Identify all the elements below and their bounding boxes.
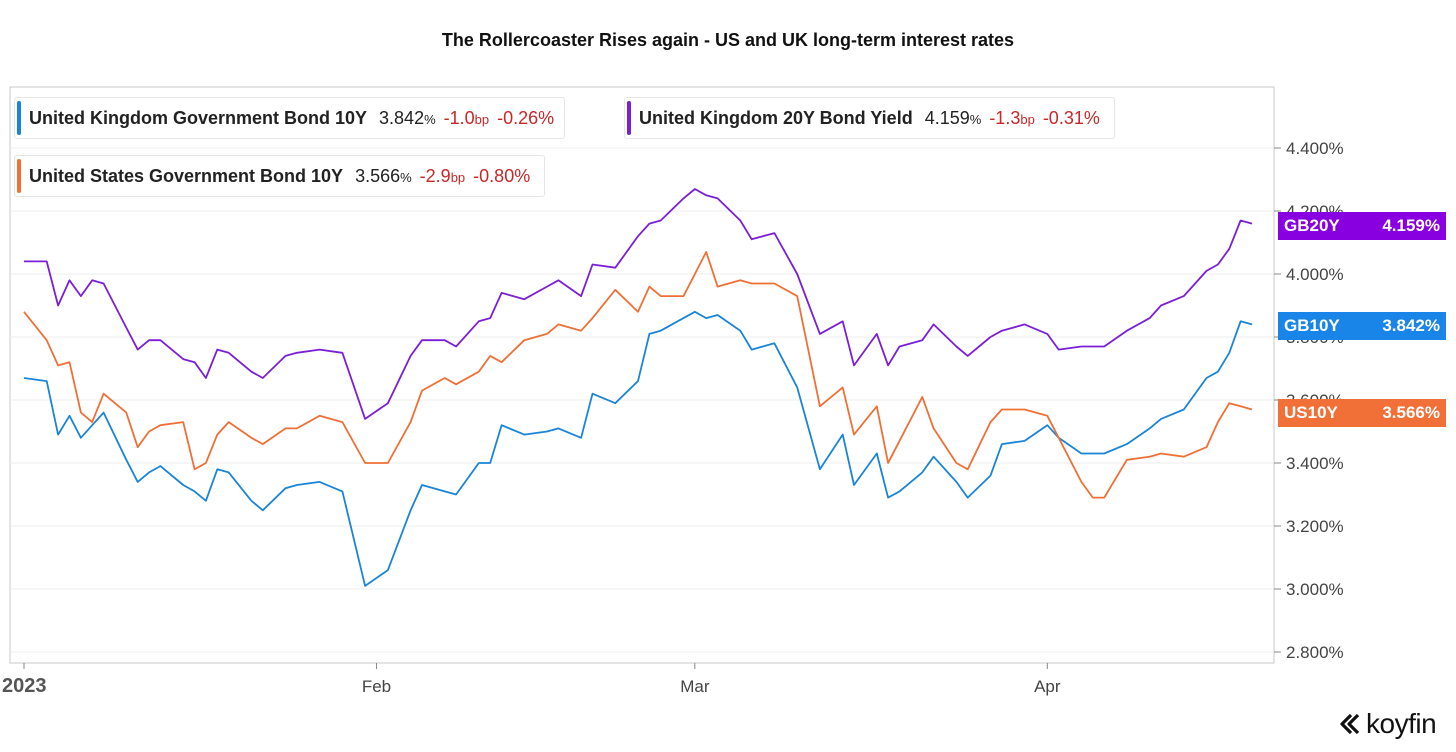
x-tick-label: 2023 bbox=[2, 675, 47, 697]
legend-name: United States Government Bond 10Y bbox=[29, 165, 344, 186]
legend-change: -2.9 bbox=[419, 165, 451, 186]
legend-pct-change: -0.26% bbox=[497, 107, 555, 128]
legend-change-unit: bp bbox=[450, 169, 466, 185]
legend-pct-change: -0.80% bbox=[473, 165, 531, 186]
tag-value: 3.566% bbox=[1382, 403, 1440, 422]
chart-title: The Rollercoaster Rises again - US and U… bbox=[441, 30, 1015, 50]
x-tick-label: Feb bbox=[362, 677, 391, 696]
y-tick-label: 3.400% bbox=[1286, 454, 1344, 473]
legend-color-swatch bbox=[17, 101, 21, 135]
series-lines bbox=[23, 188, 1253, 587]
legend-unit: % bbox=[424, 111, 436, 127]
y-tick-label: 3.000% bbox=[1286, 580, 1344, 599]
brand-name: koyfin bbox=[1366, 708, 1437, 739]
legend-pct-change: -0.31% bbox=[1042, 107, 1100, 128]
y-tick-label: 4.400% bbox=[1286, 139, 1344, 158]
legend-unit: % bbox=[969, 111, 982, 127]
legend-value: 3.566 bbox=[355, 165, 401, 186]
last-value-tag-gb20y: GB20Y 4.159% bbox=[1278, 212, 1446, 240]
tag-ticker: US10Y bbox=[1284, 403, 1338, 422]
legend-change-unit: bp bbox=[474, 111, 490, 127]
series-line-2[interactable] bbox=[23, 251, 1253, 499]
legend-name: United Kingdom 20Y Bond Yield bbox=[639, 107, 913, 128]
legend-item-gb20y[interactable]: United Kingdom 20Y Bond Yield 4.159% -1.… bbox=[624, 97, 1115, 139]
y-tick-label: 3.200% bbox=[1286, 517, 1344, 536]
legend-unit: % bbox=[400, 169, 412, 185]
legend-change-unit: bp bbox=[1020, 111, 1035, 127]
x-tick-label: Mar bbox=[680, 677, 710, 696]
y-tick-label: 4.000% bbox=[1286, 265, 1344, 284]
tag-ticker: GB10Y bbox=[1284, 316, 1340, 335]
tag-value: 3.842% bbox=[1382, 316, 1440, 335]
last-value-tag-us10y: US10Y 3.566% bbox=[1278, 399, 1446, 427]
legend-change: -1.3 bbox=[989, 107, 1021, 128]
brand-logo: koyfin bbox=[1338, 708, 1437, 740]
tag-value: 4.159% bbox=[1382, 216, 1440, 235]
legend-color-swatch bbox=[17, 159, 21, 193]
tag-ticker: GB20Y bbox=[1284, 216, 1340, 235]
legend-change: -1.0 bbox=[443, 107, 475, 128]
last-value-tag-gb10y: GB10Y 3.842% bbox=[1278, 312, 1446, 340]
plot-frame bbox=[9, 86, 1275, 664]
legend-item-us10y[interactable]: United States Government Bond 10Y 3.566%… bbox=[14, 155, 546, 197]
x-axis: 2023 Feb Mar Apr bbox=[2, 663, 1061, 697]
x-tick-label: Apr bbox=[1034, 677, 1061, 696]
legend-value: 3.842 bbox=[379, 107, 425, 128]
legend-color-swatch bbox=[627, 101, 631, 135]
koyfin-logo-icon bbox=[1340, 713, 1360, 735]
series-line-0[interactable] bbox=[24, 188, 1253, 420]
series-line-1[interactable] bbox=[23, 310, 1253, 587]
legend-item-gb10y[interactable]: United Kingdom Government Bond 10Y 3.842… bbox=[14, 97, 566, 139]
legend-name: United Kingdom Government Bond 10Y bbox=[29, 107, 368, 128]
gridlines bbox=[10, 147, 1274, 653]
y-tick-label: 2.800% bbox=[1286, 643, 1344, 662]
legend-value: 4.159 bbox=[924, 107, 970, 128]
